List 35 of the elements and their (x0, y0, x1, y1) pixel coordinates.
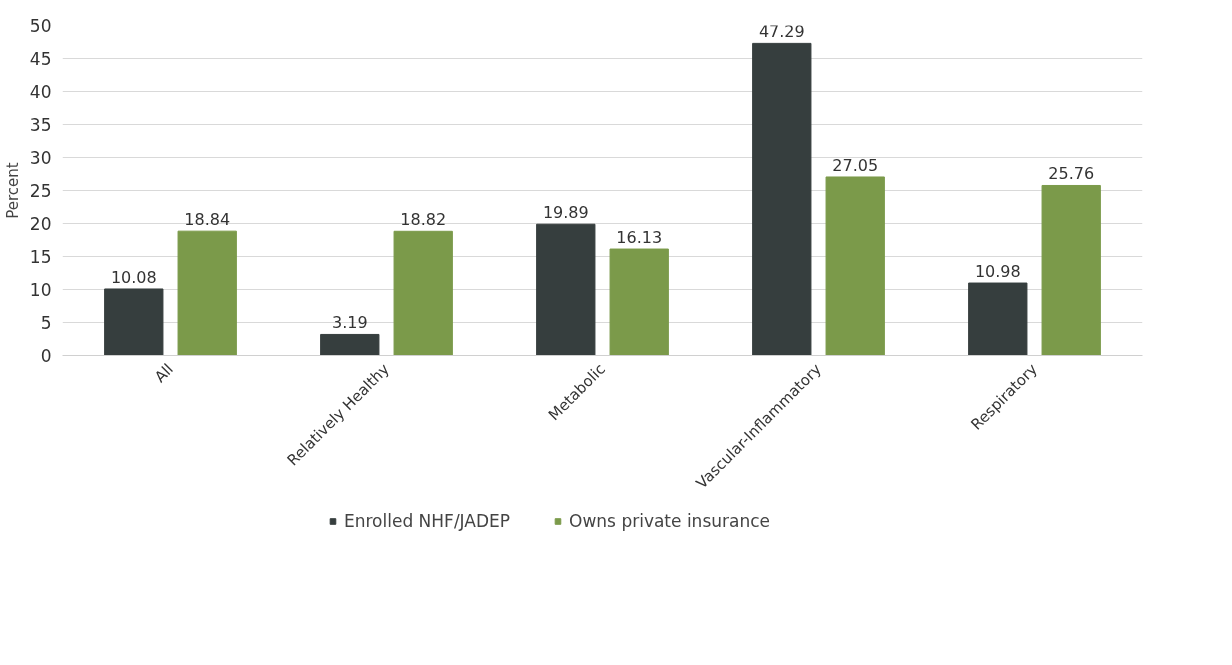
data-label: 47.29 (758, 22, 805, 42)
y-tick-label: 20 (29, 214, 52, 234)
data-label: 10.98 (974, 262, 1021, 282)
y-tick-label: 30 (29, 148, 52, 168)
data-label: 18.84 (184, 210, 231, 230)
y-tick-label: 15 (29, 247, 52, 267)
x-tick-label: All (150, 360, 177, 387)
y-tick-label: 45 (29, 49, 52, 69)
bar (609, 248, 669, 356)
bar (320, 333, 380, 356)
bar (177, 230, 237, 356)
y-tick-label: 50 (29, 16, 52, 36)
data-label: 3.19 (331, 313, 368, 333)
data-label: 10.08 (110, 267, 157, 287)
bar (104, 288, 164, 356)
bar (825, 176, 885, 356)
y-tick-label: 10 (29, 280, 52, 300)
y-tick-label: 35 (29, 115, 52, 135)
y-tick-label: 0 (40, 346, 52, 366)
data-label: 16.13 (616, 228, 663, 248)
data-label: 25.76 (1048, 164, 1095, 184)
bar (1041, 184, 1101, 356)
bar (536, 223, 596, 356)
data-label: 27.05 (832, 155, 879, 175)
bar (968, 282, 1028, 356)
y-tick-label: 40 (29, 82, 52, 102)
y-axis-title: Percent (3, 162, 22, 219)
bar (393, 230, 453, 356)
data-label: 19.89 (542, 203, 589, 223)
data-label: 18.82 (400, 210, 447, 230)
legend-label: Owns private insurance (569, 511, 771, 531)
y-tick-label: 5 (40, 313, 52, 333)
bar (752, 42, 812, 356)
legend-label: Enrolled NHF/JADEP (343, 511, 511, 531)
y-tick-label: 25 (29, 181, 52, 201)
